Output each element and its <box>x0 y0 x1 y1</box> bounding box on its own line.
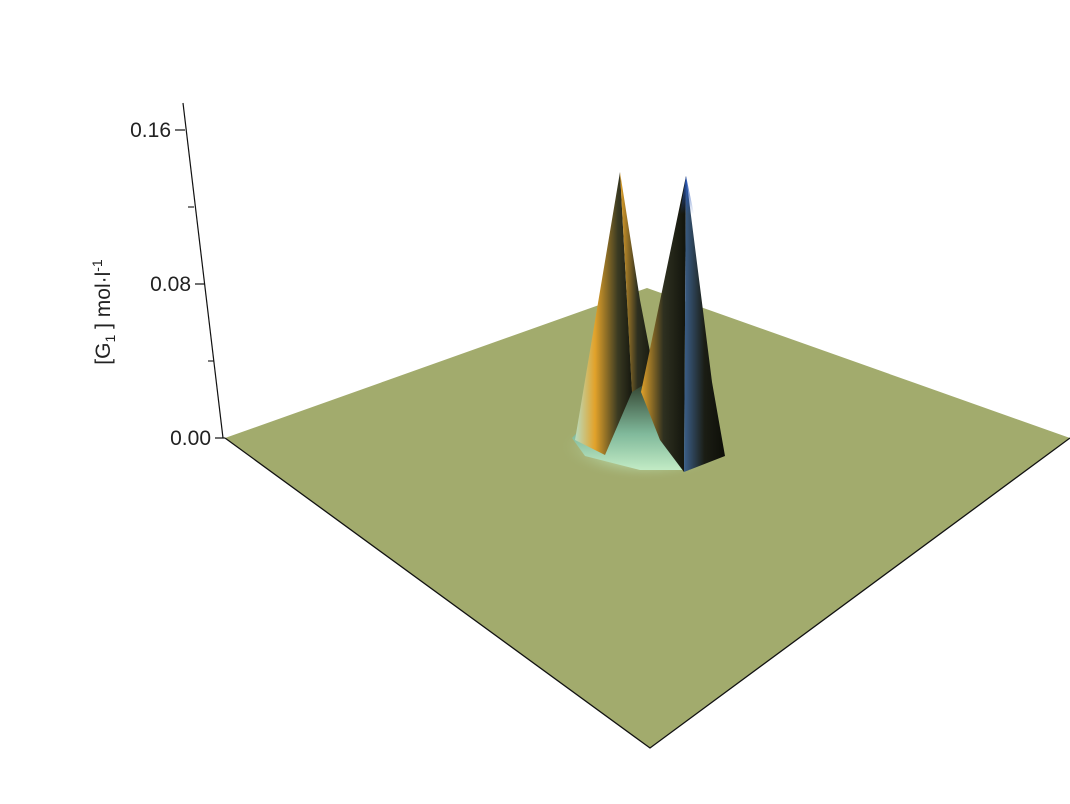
z-tick-label: 0.16 <box>130 119 171 142</box>
surface-peaks <box>559 172 731 481</box>
plane-left-edge <box>224 437 1070 749</box>
z-axis-line <box>182 102 224 439</box>
peak-left-face-front <box>575 172 632 455</box>
z-axis-title: [G1 ] mol·l-1 <box>89 259 118 365</box>
peak-right-face-side <box>684 176 725 472</box>
z-tick-label: 0.00 <box>170 427 211 450</box>
z-tick-label: 0.08 <box>150 273 191 296</box>
peak-right-tip <box>680 176 694 214</box>
peak-left-face-side <box>620 172 655 392</box>
z-axis-title-unit: ] mol·l <box>92 272 115 335</box>
peak-left <box>575 172 655 455</box>
z-axis-title-subscript: 1 <box>102 335 118 343</box>
z-axis-title-superscript: -1 <box>89 259 105 272</box>
surface-base-plane <box>225 288 1070 748</box>
z-axis-title-open: [G <box>92 343 115 365</box>
peak-right <box>641 176 725 472</box>
peak-right-face-front <box>641 176 686 472</box>
z-axis: 0.00 0.08 0.16 <box>130 102 225 450</box>
